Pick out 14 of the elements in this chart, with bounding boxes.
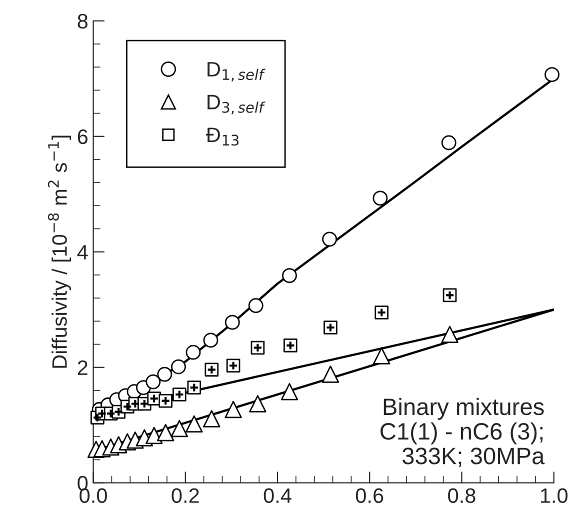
y-tick-label: 8 [78,14,88,29]
y-tick-label: 2 [78,360,88,375]
legend-label: D$_{3,self}$ [208,94,266,114]
x-tick-label: 0.4 [264,488,292,504]
x-tick-label: 0.6 [356,488,384,504]
x-tick-label: 1.0 [540,488,568,504]
x-tick-label: 0.2 [172,488,199,504]
y-axis-title: Diffusivity / [10$^{−8}$ m$^{2}$ s$^{−1}$] [48,136,72,368]
y-tick-label: 4 [77,245,88,260]
annotation: Binary mixtures C1(1) - nC6 (3); 333K; 30MPa [380,398,545,468]
x-tick-label: 0.8 [448,488,476,504]
y-tick-label: 6 [78,129,88,144]
legend-label: D$_{1,self}$ [208,62,266,82]
legend-label: Đ$_{13}$ [206,128,239,146]
